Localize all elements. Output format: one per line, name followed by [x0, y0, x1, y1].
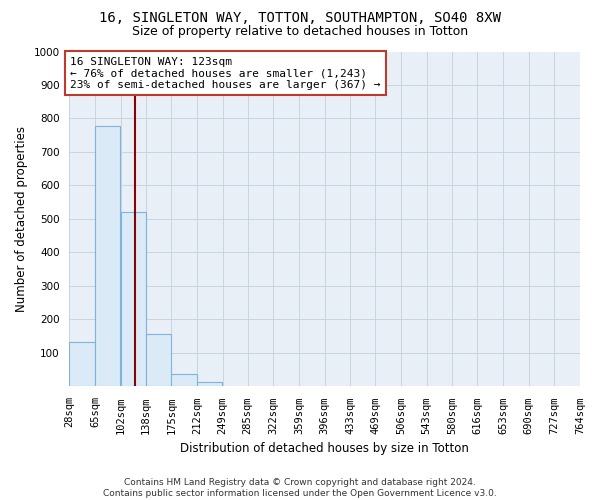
- Y-axis label: Number of detached properties: Number of detached properties: [15, 126, 28, 312]
- Text: 16, SINGLETON WAY, TOTTON, SOUTHAMPTON, SO40 8XW: 16, SINGLETON WAY, TOTTON, SOUTHAMPTON, …: [99, 11, 501, 25]
- Text: 16 SINGLETON WAY: 123sqm
← 76% of detached houses are smaller (1,243)
23% of sem: 16 SINGLETON WAY: 123sqm ← 76% of detach…: [70, 56, 380, 90]
- Bar: [95, 126, 121, 386]
- Bar: [197, 382, 223, 386]
- X-axis label: Distribution of detached houses by size in Totton: Distribution of detached houses by size …: [180, 442, 469, 455]
- Bar: [121, 212, 146, 386]
- Text: Size of property relative to detached houses in Totton: Size of property relative to detached ho…: [132, 25, 468, 38]
- Bar: [70, 342, 95, 386]
- Bar: [172, 374, 197, 386]
- Text: Contains HM Land Registry data © Crown copyright and database right 2024.
Contai: Contains HM Land Registry data © Crown c…: [103, 478, 497, 498]
- Bar: [146, 334, 171, 386]
